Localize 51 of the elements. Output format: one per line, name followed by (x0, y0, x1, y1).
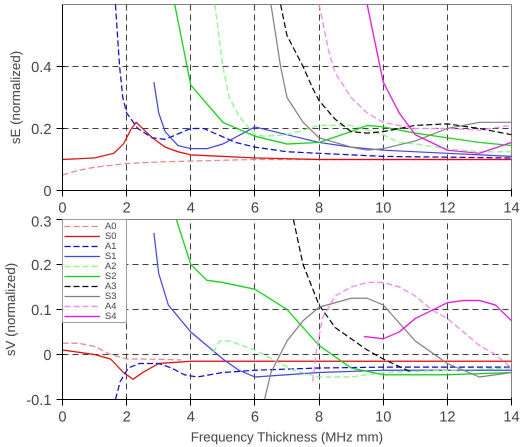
legend-label: A4 (105, 301, 118, 311)
y-axis-title: sV (normalized) (3, 262, 18, 356)
x-tick-label: 0 (58, 200, 67, 216)
x-tick-label: 4 (186, 200, 195, 216)
y-axis-title: sE (normalized) (8, 50, 24, 144)
x-tick-label: 6 (250, 410, 260, 426)
legend-label: A0 (105, 221, 118, 231)
legend-label: A3 (105, 281, 118, 291)
x-tick-label: 12 (439, 410, 456, 426)
x-tick-label: 10 (375, 200, 392, 216)
legend-label: A2 (105, 261, 118, 271)
x-tick-label: 4 (186, 410, 195, 426)
legend-label: A1 (105, 241, 118, 251)
line-series (214, 4, 512, 152)
y-tick-label: 0.2 (31, 258, 52, 274)
x-tick-label: 0 (58, 410, 67, 426)
x-tick-label: 2 (122, 410, 131, 426)
line-series (312, 282, 512, 382)
legend-label: S1 (105, 251, 118, 261)
x-tick-label: 14 (503, 410, 520, 426)
line-series (62, 349, 512, 380)
x-tick-label: 12 (439, 200, 456, 216)
line-series (114, 362, 512, 400)
line-series (318, 4, 512, 131)
y-tick-label: 0.2 (31, 122, 52, 138)
y-tick-label: 0 (43, 348, 52, 364)
x-axis-title: Frequency Thickness (MHz mm) (190, 430, 384, 444)
x-tick-label: 6 (250, 200, 260, 216)
x-tick-label: 2 (122, 200, 131, 216)
legend-label: S0 (105, 231, 118, 241)
line-series (114, 4, 512, 159)
x-tick-label: 8 (314, 200, 324, 216)
x-tick-label: 8 (314, 410, 324, 426)
line-series (62, 342, 182, 360)
line-series (153, 81, 512, 157)
line-series (212, 340, 512, 378)
line-series (363, 300, 512, 340)
line-series (62, 122, 512, 160)
y-tick-label: 0.3 (31, 214, 52, 230)
line-series (292, 220, 413, 374)
line-series (366, 4, 512, 154)
x-tick-label: 14 (503, 200, 520, 216)
y-tick-label: 0.1 (31, 303, 52, 319)
y-tick-label: -0.1 (26, 393, 52, 409)
legend-label: S4 (105, 311, 118, 321)
x-tick-label: 10 (375, 410, 392, 426)
y-tick-label: 0.4 (31, 60, 52, 76)
y-tick-label: 0 (43, 184, 52, 200)
legend-label: S2 (105, 271, 118, 281)
legend-label: S3 (105, 291, 118, 301)
line-series (174, 4, 512, 146)
